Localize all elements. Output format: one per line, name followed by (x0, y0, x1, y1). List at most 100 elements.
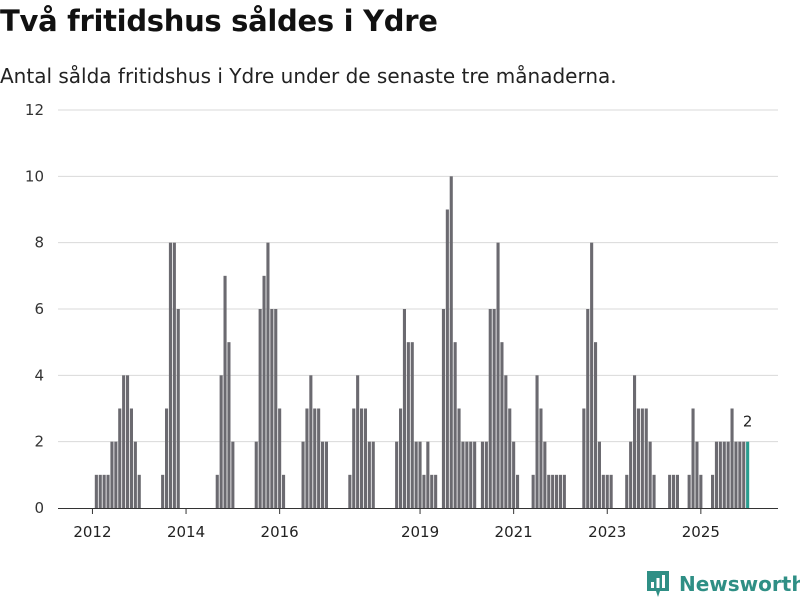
bar (223, 275, 227, 508)
bar (360, 408, 364, 508)
y-tick-label: 8 (34, 234, 44, 252)
bar (371, 441, 375, 508)
bar (129, 408, 133, 508)
bar (609, 474, 613, 508)
bar (504, 375, 508, 508)
bar (605, 474, 609, 508)
bar (738, 441, 742, 508)
x-tick-label: 2014 (167, 523, 205, 541)
bar (516, 474, 520, 508)
data-label: 2 (743, 413, 753, 431)
x-tick-label: 2019 (401, 523, 439, 541)
bar (434, 474, 438, 508)
y-tick-label: 2 (34, 433, 44, 451)
x-tick-label: 2016 (261, 523, 299, 541)
bar (730, 408, 734, 508)
chart-subtitle: Antal sålda fritidshus i Ydre under de s… (0, 64, 617, 88)
bar (562, 474, 566, 508)
bar (102, 474, 106, 508)
y-tick-label: 10 (25, 167, 44, 185)
y-tick-label: 0 (34, 499, 44, 517)
bar (445, 209, 449, 508)
bar (531, 474, 535, 508)
bar (594, 342, 598, 508)
bar (648, 441, 652, 508)
bar (262, 275, 266, 508)
bar (106, 474, 110, 508)
bar (414, 441, 418, 508)
bar (711, 474, 715, 508)
bar (699, 474, 703, 508)
bar (126, 375, 130, 508)
bar (687, 474, 691, 508)
x-tick-label: 2025 (682, 523, 720, 541)
bar (644, 408, 648, 508)
bar (426, 441, 430, 508)
bar (406, 342, 410, 508)
bar (418, 441, 422, 508)
brand-logo: Newsworthy (645, 570, 800, 598)
bar (270, 309, 274, 508)
bar (137, 474, 141, 508)
bar (266, 242, 270, 509)
y-tick-label: 6 (34, 300, 44, 318)
bar (176, 309, 180, 508)
bar (453, 342, 457, 508)
bar (317, 408, 321, 508)
bar (586, 309, 590, 508)
bar (629, 441, 633, 508)
chart-title: Två fritidshus såldes i Ydre (0, 4, 438, 38)
bar (714, 441, 718, 508)
x-tick-label: 2023 (588, 523, 626, 541)
bar (539, 408, 543, 508)
bar (161, 474, 165, 508)
bar (473, 441, 477, 508)
bar (313, 408, 317, 508)
bar (219, 375, 223, 508)
bar (722, 441, 726, 508)
bar (691, 408, 695, 508)
y-tick-label: 4 (34, 366, 44, 384)
bar (484, 441, 488, 508)
bar (133, 441, 137, 508)
bar (110, 441, 114, 508)
bar (742, 441, 746, 508)
bar (488, 309, 492, 508)
bar (305, 408, 309, 508)
bar (636, 408, 640, 508)
newsworthy-logo-icon (647, 571, 669, 597)
bar (352, 408, 356, 508)
y-tick-label: 12 (25, 101, 44, 119)
bar (480, 441, 484, 508)
bar (633, 375, 637, 508)
bar (512, 441, 516, 508)
bar (590, 242, 594, 509)
bar (301, 441, 305, 508)
bar (551, 474, 555, 508)
bar (668, 474, 672, 508)
bar (500, 342, 504, 508)
bar (508, 408, 512, 508)
bar (321, 441, 325, 508)
bar (367, 441, 371, 508)
bar (465, 441, 469, 508)
brand-name: Newsworthy (679, 572, 800, 596)
bar (309, 375, 313, 508)
x-tick-label: 2012 (73, 523, 111, 541)
bar (348, 474, 352, 508)
bar (430, 474, 434, 508)
bar (231, 441, 235, 508)
bar (695, 441, 699, 508)
bar (395, 441, 399, 508)
bar (675, 474, 679, 508)
bar (492, 309, 496, 508)
bar (422, 474, 426, 508)
bar (215, 474, 219, 508)
bar (726, 441, 730, 508)
bar (640, 408, 644, 508)
bar (469, 441, 473, 508)
bar (172, 242, 176, 509)
bar (597, 441, 601, 508)
bar (254, 441, 258, 508)
